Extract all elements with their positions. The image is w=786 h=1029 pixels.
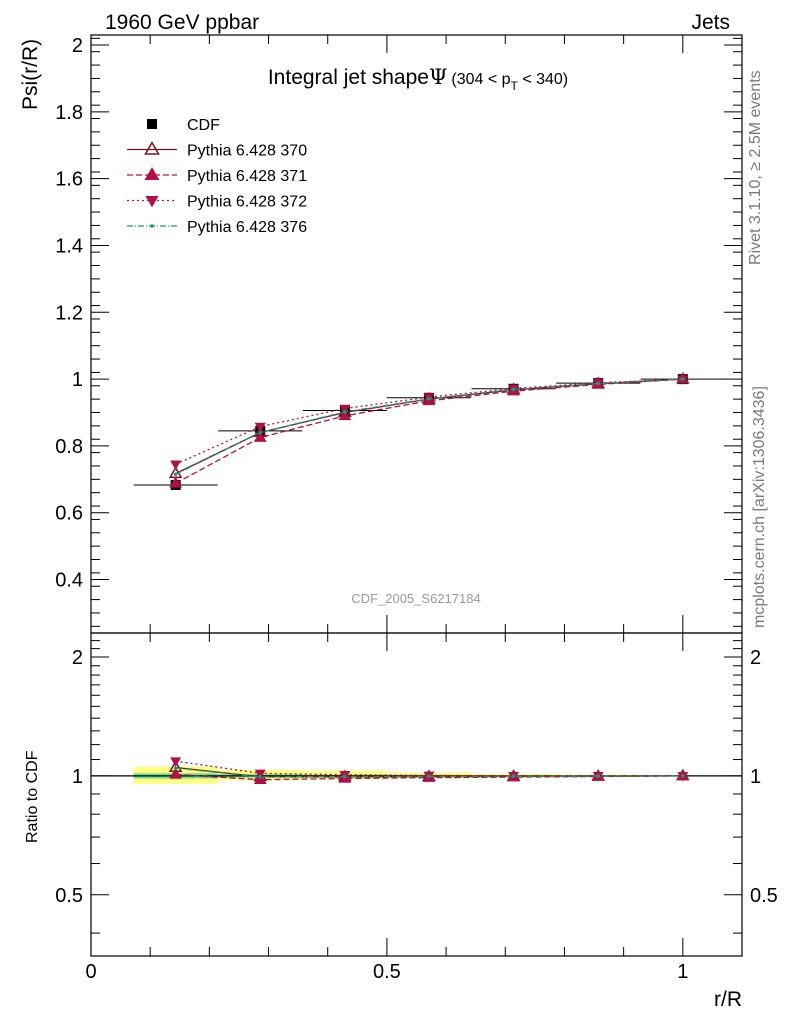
header-left-title: 1960 GeV ppbar xyxy=(105,11,259,34)
legend-entry: Pythia 6.428 376 xyxy=(127,219,307,236)
data-point xyxy=(338,409,352,421)
legend-entry: Pythia 6.428 370 xyxy=(127,141,307,160)
ratio-ytick-label-right: 1 xyxy=(750,766,761,788)
series-1 xyxy=(168,371,690,479)
header-right-title: Jets xyxy=(691,11,730,34)
ratio-series-group xyxy=(168,757,690,784)
legend-marker xyxy=(150,224,154,228)
ratio-point xyxy=(343,774,347,779)
ratio-point xyxy=(173,766,178,770)
main-title-text: Integral jet shape xyxy=(268,66,429,89)
data-point xyxy=(253,430,267,442)
ratio-ytick-label: 2 xyxy=(72,647,83,669)
series-2 xyxy=(169,372,690,488)
legend-label: Pythia 6.428 376 xyxy=(187,219,307,236)
main-ytick-label: 0.8 xyxy=(55,436,83,458)
data-point xyxy=(339,404,351,415)
legend-marker xyxy=(144,141,160,155)
ratio-point xyxy=(681,774,685,778)
ratio-ytick-label-right: 0.5 xyxy=(750,885,778,907)
data-point xyxy=(258,430,263,435)
legend-label: Pythia 6.428 370 xyxy=(187,143,307,160)
legend-entry: CDF xyxy=(147,117,220,134)
ratio-xtick-label: 0 xyxy=(85,961,96,983)
legend-label: CDF xyxy=(187,117,220,134)
main-ytick-label: 0.4 xyxy=(55,570,83,592)
data-point xyxy=(681,377,685,381)
data-point xyxy=(511,387,516,392)
data-point xyxy=(173,472,178,477)
legend-marker xyxy=(147,119,157,129)
data-point xyxy=(343,410,347,414)
main-axis-ticks: 0.4 0.6 0.8 1 1.2 1.4 1.6 1.8 2 xyxy=(55,35,742,633)
ratio-ytick-label: 1 xyxy=(72,766,83,788)
ratio-point xyxy=(596,774,600,778)
ratio-axis-ticks: 0.5 0.5 1 1 2 2 0 0.5 1 xyxy=(55,633,778,983)
main-title-range: (304 < p xyxy=(451,71,510,88)
ratio-xtick-label: 0.5 xyxy=(373,961,401,983)
main-ytick-label: 1.2 xyxy=(55,302,83,324)
main-ytick-label: 1.4 xyxy=(55,235,83,257)
ratio-xlabel: r/R xyxy=(714,988,742,1011)
main-series-group xyxy=(133,371,725,491)
ratio-plot-frame xyxy=(90,632,743,957)
legend-marker xyxy=(144,167,160,180)
ratio-series-3 xyxy=(173,766,685,779)
data-point xyxy=(254,422,266,433)
main-title-symbol: Ψ xyxy=(429,65,447,89)
main-title: Integral jet shapeΨ (304 < pT < 340) xyxy=(268,65,568,93)
legend-entry: Pythia 6.428 371 xyxy=(127,167,307,185)
ratio-point xyxy=(254,769,266,780)
ratio-xtick-label: 1 xyxy=(677,961,688,983)
main-ylabel: Psi(r/R) xyxy=(19,39,42,110)
main-ytick-label: 1.8 xyxy=(55,102,83,124)
main-title-range-end: < 340) xyxy=(518,71,568,88)
data-point xyxy=(170,460,182,471)
ratio-point xyxy=(170,757,182,767)
series-3 xyxy=(170,375,689,471)
side-mcplots-label: mcplots.cern.ch [arXiv:1306.3436] xyxy=(751,386,768,628)
side-rivet-label: Rivet 3.1.10, ≥ 2.5M events xyxy=(747,70,764,265)
main-ytick-label: 1.6 xyxy=(55,169,83,191)
legend-marker xyxy=(145,196,159,208)
main-title-range-sub: T xyxy=(511,79,519,93)
legend: CDF Pythia 6.428 370 Pythia 6.428 371 Pythi… xyxy=(127,117,307,236)
ratio-point xyxy=(169,767,182,779)
legend-entry: Pythia 6.428 372 xyxy=(127,194,307,211)
series-line xyxy=(175,378,683,465)
legend-label: Pythia 6.428 371 xyxy=(187,168,307,185)
analysis-label: CDF_2005_S6217184 xyxy=(351,591,480,606)
data-point xyxy=(169,476,182,488)
ratio-ylabel: Ratio to CDF xyxy=(24,750,41,843)
ratio-point xyxy=(511,774,516,779)
ratio-ytick-label: 0.5 xyxy=(55,885,83,907)
main-ytick-label: 2 xyxy=(72,35,83,57)
main-ytick-label: 0.6 xyxy=(55,503,83,525)
ratio-point xyxy=(427,774,431,779)
ratio-point xyxy=(258,775,263,779)
series-0 xyxy=(133,374,725,491)
main-ytick-label: 1 xyxy=(72,369,83,391)
series-4 xyxy=(173,377,685,477)
ratio-ytick-label-right: 2 xyxy=(750,647,761,669)
data-point xyxy=(427,397,431,401)
legend-label: Pythia 6.428 372 xyxy=(187,194,307,211)
data-point xyxy=(596,381,600,386)
